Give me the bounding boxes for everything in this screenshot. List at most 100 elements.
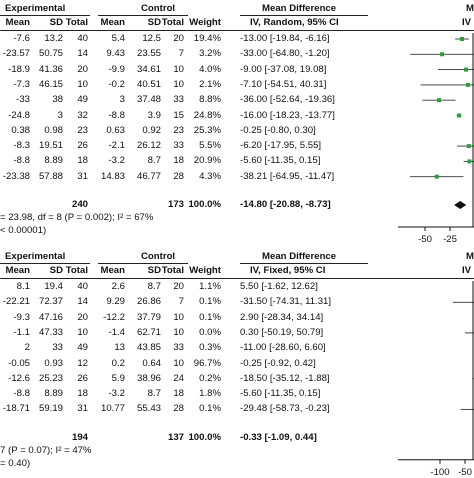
study-row-cell: -3.2 <box>108 388 125 400</box>
right-header-fragment: M <box>466 3 474 14</box>
study-row-cell: 5.5% <box>199 140 221 152</box>
right-method-fragment: IV <box>462 17 472 28</box>
study-weight-square <box>464 67 468 72</box>
study-row-cell: 72.37 <box>38 296 63 308</box>
study-row-cell: 23 <box>173 124 184 136</box>
study-row-cell: 40 <box>77 281 88 292</box>
right-method-fragment: IV <box>462 265 472 276</box>
study-row-cell: 20 <box>173 281 184 292</box>
study-row-cell: 19.4% <box>193 33 221 44</box>
study-row-cell: -8.8 <box>13 155 30 167</box>
study-row-cell: 7 <box>178 296 184 308</box>
experimental-underline <box>0 263 90 264</box>
study-row-cell: 10 <box>173 357 184 369</box>
study-row-cell: 47.16 <box>38 311 63 323</box>
total-control: 173 <box>167 199 184 210</box>
right-header-fragment: M <box>466 251 474 262</box>
study-ci: -11.00 [-28.60, 6.60] <box>240 342 326 354</box>
study-row-cell: 59.19 <box>38 403 63 415</box>
study-row-cell: -7.3 <box>13 78 30 90</box>
study-row-cell: -23.38 <box>2 170 30 182</box>
study-row-cell: 15 <box>173 109 184 121</box>
study-row-cell: 33 <box>173 94 184 106</box>
study-row-cell: 10 <box>173 311 184 323</box>
study-row-cell: 10 <box>77 78 88 90</box>
study-row-cell: 37.48 <box>136 94 161 106</box>
control-header: Control <box>141 3 176 14</box>
study-row-cell: 10 <box>173 326 184 338</box>
study-row-cell: 1.1% <box>199 281 221 292</box>
study-row-cell: 12 <box>77 357 88 369</box>
study-row-cell: 3 <box>57 109 63 121</box>
overall-effect-text: = 0.40) <box>0 457 31 469</box>
heterogeneity-text: = 23.98, df = 8 (P = 0.002); I² = 67% <box>0 212 154 223</box>
study-row-cell: 7 <box>178 48 184 60</box>
study-row-cell: 19.51 <box>38 140 63 152</box>
study-row-cell: 26 <box>77 140 88 152</box>
study-row-cell: 49 <box>77 342 88 354</box>
study-ci: -6.20 [-17.95, 5.55] <box>240 140 322 152</box>
study-weight-square <box>467 159 472 164</box>
experimental-underline <box>0 15 90 16</box>
study-row-cell: 12.5 <box>142 33 161 44</box>
overall-effect-text: < 0.00001) <box>0 225 47 236</box>
study-row-cell: 23.55 <box>136 48 161 60</box>
column-header-total: Total <box>65 265 88 276</box>
mean-difference-underline <box>240 263 368 264</box>
study-row-cell: 18 <box>173 155 184 167</box>
header-rule <box>0 278 474 279</box>
study-row-cell: 38.96 <box>136 372 161 384</box>
study-row-cell: -18.9 <box>8 63 30 75</box>
study-row-cell: 0.1% <box>199 296 221 308</box>
study-ci: -38.21 [-64.95, -11.47] <box>240 170 335 182</box>
total-ci: -14.80 [-20.88, -8.73] <box>240 199 331 210</box>
column-header-sd: SD <box>49 17 63 28</box>
study-row-cell: 40.51 <box>136 78 161 90</box>
heterogeneity-text: 7 (P = 0.07); I² = 47% <box>0 444 92 456</box>
mean-difference-header: Mean Difference <box>262 3 337 14</box>
column-header-sd: SD <box>49 265 63 276</box>
mean-difference-header: Mean Difference <box>262 251 337 262</box>
study-row-cell: 49 <box>77 94 88 106</box>
study-row-cell: 8.1 <box>16 281 30 292</box>
study-row-cell: 0.2 <box>111 357 125 369</box>
study-ci: -31.50 [-74.31, 11.31] <box>240 296 332 308</box>
column-header-weight: Weight <box>189 265 221 276</box>
total-weight: 100.0% <box>188 431 221 443</box>
study-row-cell: 5.9 <box>111 372 125 384</box>
study-row-cell: 33 <box>52 342 63 354</box>
study-row-cell: 8.89 <box>44 388 63 400</box>
study-row-cell: 20 <box>77 311 88 323</box>
study-row-cell: 8.89 <box>44 155 63 167</box>
study-row-cell: -8.8 <box>108 109 125 121</box>
study-row-cell: 19.4 <box>44 281 63 292</box>
x-axis-tick-label: -100 <box>430 466 450 478</box>
total-ci: -0.33 [-1.09, 0.44] <box>240 431 317 443</box>
study-weight-square <box>440 52 444 57</box>
study-ci: -29.48 [-58.73, -0.23] <box>240 403 330 415</box>
study-row-cell: 0.3% <box>199 342 221 354</box>
study-row-cell: -2.1 <box>108 140 125 152</box>
total-experimental: 194 <box>71 431 88 443</box>
study-ci: -13.00 [-19.84, -6.16] <box>240 33 330 44</box>
study-row-cell: 24.8% <box>193 109 221 121</box>
study-row-cell: 31 <box>77 170 88 182</box>
study-ci: -7.10 [-54.51, 40.31] <box>240 78 327 90</box>
study-row-cell: 14 <box>77 296 88 308</box>
study-row-cell: 41.36 <box>38 63 63 75</box>
study-ci: -0.25 [-0.92, 0.42] <box>240 357 316 369</box>
study-row-cell: 33 <box>173 342 184 354</box>
study-row-cell: 62.71 <box>136 326 161 338</box>
study-row-cell: 20 <box>77 63 88 75</box>
study-row-cell: 3.9 <box>147 109 161 121</box>
study-weight-square <box>460 37 464 41</box>
study-row-cell: 46.77 <box>136 170 161 182</box>
total-experimental: 240 <box>71 199 88 210</box>
study-row-cell: 23 <box>77 124 88 136</box>
column-header-mean: Mean <box>100 265 125 276</box>
study-row-cell: -9.9 <box>108 63 125 75</box>
study-row-cell: 13 <box>114 342 125 354</box>
column-header-weight: Weight <box>189 17 221 28</box>
study-row-cell: 4.0% <box>199 63 221 75</box>
column-header-total: Total <box>161 17 184 28</box>
